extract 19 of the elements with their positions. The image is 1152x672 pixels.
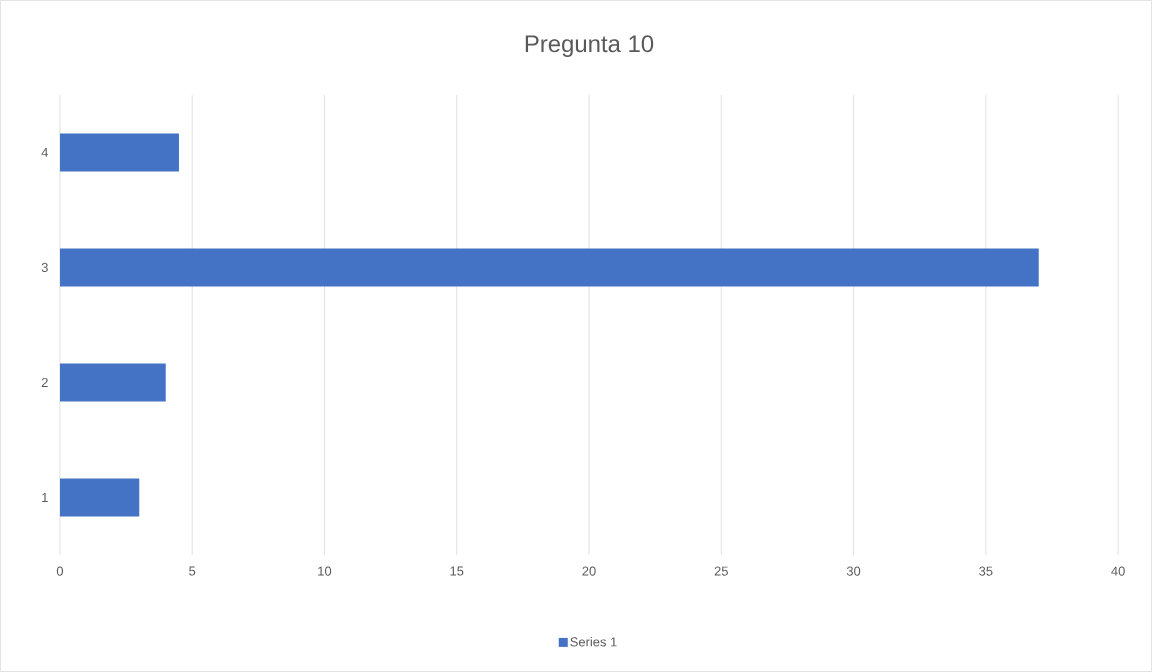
bar — [59, 363, 166, 402]
y-tick-label: 1 — [42, 493, 48, 502]
y-tick-label: 3 — [41, 262, 48, 273]
y-tick-label: 4 — [41, 148, 49, 157]
x-tick-label: 5 — [189, 566, 196, 576]
bar — [59, 478, 140, 517]
bar — [59, 248, 1039, 287]
x-tick-label: 35 — [979, 566, 993, 576]
y-tick-label: 2 — [41, 377, 48, 388]
x-tick-label: 10 — [318, 566, 332, 576]
x-tick-label: 0 — [56, 566, 64, 576]
x-tick-label: 20 — [582, 566, 596, 576]
x-tick-label: 30 — [846, 566, 861, 576]
legend-label: Series 1 — [570, 637, 617, 647]
x-tick-label: 15 — [450, 566, 464, 576]
x-tick-label: 25 — [714, 566, 728, 576]
x-tick-label: 40 — [1111, 566, 1125, 576]
bar — [59, 133, 179, 172]
chart-title: Pregunta 10 — [525, 35, 654, 58]
